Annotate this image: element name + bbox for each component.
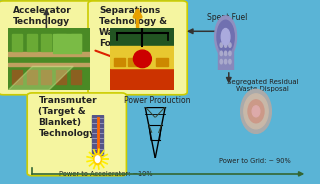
FancyBboxPatch shape [27,93,126,176]
Text: Power to Accelerator: ~10%: Power to Accelerator: ~10% [59,171,152,177]
Bar [8,63,90,66]
Bar [110,46,174,68]
FancyBboxPatch shape [0,1,98,95]
Bar [56,34,66,51]
Text: Power Production: Power Production [124,96,190,105]
Circle shape [224,43,227,47]
Circle shape [244,94,268,129]
Bar [156,58,168,66]
Circle shape [248,100,264,123]
Bar [110,68,174,90]
Bar [114,58,125,66]
Circle shape [221,29,230,45]
Circle shape [241,89,271,133]
Circle shape [133,50,151,68]
Circle shape [224,51,227,56]
Circle shape [224,59,227,64]
Text: Spent Fuel: Spent Fuel [207,13,247,22]
Polygon shape [8,66,73,90]
Text: Transmuter
(Target &
Blanket)
Technology: Transmuter (Target & Blanket) Technology [38,96,97,138]
Circle shape [229,59,231,64]
Bar [219,40,233,70]
Circle shape [252,106,260,117]
Circle shape [95,156,100,162]
Text: Separations
Technology &
Waste
Form: Separations Technology & Waste Form [99,6,167,48]
Circle shape [229,51,231,56]
Text: Power to Grid: ~ 90%: Power to Grid: ~ 90% [220,158,291,164]
Bar [71,70,81,84]
FancyBboxPatch shape [88,1,187,95]
Bar [56,70,66,84]
Circle shape [217,20,234,53]
Circle shape [229,43,231,47]
Circle shape [94,154,101,165]
Bar [92,115,103,156]
Bar [53,34,82,53]
Bar [12,70,22,84]
Bar [110,28,174,46]
Bar [128,58,139,66]
Bar [8,52,90,56]
Bar [27,70,36,84]
Bar [27,34,36,51]
Bar [42,34,51,51]
Circle shape [220,59,222,64]
Bar [42,70,51,84]
Bar [71,34,81,51]
Text: Segregated Residual
Waste Disposal: Segregated Residual Waste Disposal [227,79,298,92]
Text: Accelerator
Technology: Accelerator Technology [13,6,72,26]
Circle shape [215,16,236,58]
Circle shape [220,43,222,47]
Circle shape [220,51,222,56]
Bar [12,34,22,51]
